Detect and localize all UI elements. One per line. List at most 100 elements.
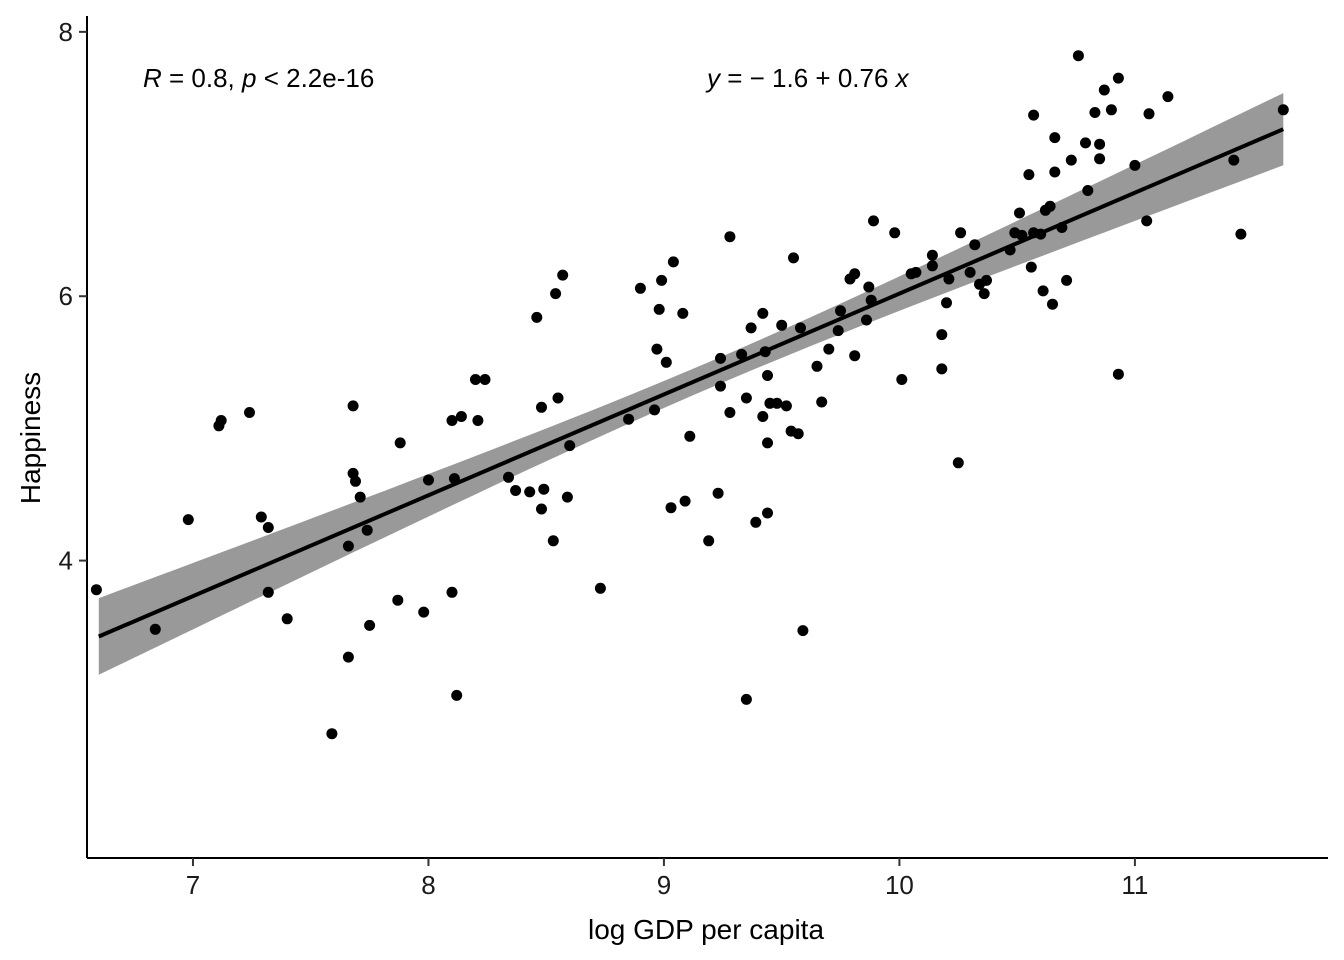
scatter-point bbox=[364, 619, 376, 631]
scatter-point bbox=[470, 374, 481, 385]
scatter-point bbox=[823, 343, 835, 355]
scatter-point bbox=[347, 400, 359, 412]
axes-layer: 7 8 9 10 11 4 6 8 bbox=[59, 16, 1328, 900]
scatter-point bbox=[660, 356, 672, 368]
scatter-point bbox=[1082, 185, 1094, 196]
scatter-point bbox=[354, 491, 366, 503]
scatter-point bbox=[215, 415, 227, 426]
scatter-point bbox=[394, 437, 406, 449]
scatter-point bbox=[244, 407, 255, 418]
scatter-point bbox=[446, 415, 458, 426]
scatter-point bbox=[149, 623, 161, 635]
scatter-point bbox=[656, 274, 668, 286]
scatter-point bbox=[955, 227, 967, 239]
scatter-point bbox=[703, 535, 715, 547]
regression-line bbox=[97, 127, 1285, 639]
scatter-point bbox=[889, 227, 901, 239]
scatter-point bbox=[969, 239, 981, 251]
scatter-point bbox=[448, 473, 460, 485]
scatter-point bbox=[762, 370, 773, 381]
scatter-point bbox=[1105, 104, 1117, 116]
scatter-point bbox=[561, 491, 573, 503]
equation-text: = − 1.6 + 0.76 bbox=[720, 63, 896, 93]
scatter-point bbox=[262, 586, 274, 598]
scatter-point bbox=[564, 440, 576, 452]
scatter-point bbox=[1004, 244, 1016, 256]
scatter-point bbox=[1025, 261, 1037, 273]
scatter-point bbox=[724, 407, 736, 418]
scatter-point bbox=[547, 535, 559, 547]
scatter-point bbox=[536, 503, 547, 515]
scatter-point bbox=[978, 288, 990, 300]
regression-line-layer bbox=[97, 127, 1285, 639]
scatter-point bbox=[811, 360, 823, 372]
p-symbol: p bbox=[241, 63, 256, 93]
scatter-point bbox=[750, 516, 762, 528]
scatter-point bbox=[1014, 207, 1025, 219]
scatter-point bbox=[90, 584, 102, 596]
scatter-point bbox=[538, 483, 550, 495]
x-tick-label: 7 bbox=[186, 870, 200, 900]
scatter-point bbox=[740, 693, 752, 705]
y-tick-label: 6 bbox=[59, 281, 73, 311]
scatter-point bbox=[651, 343, 663, 355]
scatter-point bbox=[1035, 228, 1047, 240]
scatter-point bbox=[1235, 228, 1247, 240]
scatter-point bbox=[361, 524, 373, 536]
scatter-point bbox=[1028, 109, 1040, 121]
scatter-point bbox=[446, 586, 458, 598]
scatter-point bbox=[182, 514, 194, 526]
scatter-point bbox=[634, 282, 646, 294]
scatter-point bbox=[759, 346, 771, 358]
scatter-point bbox=[679, 495, 691, 507]
scatter-point bbox=[1080, 137, 1091, 149]
scatter-point bbox=[451, 689, 463, 701]
scatter-point bbox=[342, 651, 354, 663]
scatter-point bbox=[865, 294, 877, 306]
scatter-point bbox=[776, 319, 788, 331]
scatter-point bbox=[392, 594, 404, 606]
scatter-point bbox=[684, 430, 696, 442]
scatter-point bbox=[1162, 91, 1174, 103]
scatter-point bbox=[816, 396, 828, 408]
scatter-point bbox=[757, 411, 769, 422]
scatter-point bbox=[715, 352, 726, 364]
scatter-point bbox=[418, 606, 430, 618]
scatter-point bbox=[926, 260, 938, 272]
scatter-point bbox=[849, 268, 861, 280]
scatter-point bbox=[952, 457, 964, 469]
x-axis-title: log GDP per capita bbox=[588, 914, 824, 945]
scatter-point bbox=[510, 485, 522, 496]
regression-equation: y = − 1.6 + 0.76 x bbox=[705, 63, 910, 93]
scatter-point bbox=[762, 507, 773, 519]
scatter-point bbox=[795, 322, 806, 334]
scatter-point bbox=[1094, 153, 1106, 165]
scatter-point bbox=[1089, 107, 1101, 118]
scatter-point bbox=[677, 307, 689, 319]
scatter-point bbox=[1049, 132, 1061, 144]
scatter-point bbox=[472, 415, 484, 426]
scatter-point bbox=[350, 475, 361, 487]
x-tick-label: 11 bbox=[1121, 870, 1148, 900]
scatter-point bbox=[981, 274, 992, 286]
y-tick-label: 4 bbox=[59, 546, 73, 576]
scatter-point bbox=[762, 437, 773, 449]
scatter-point bbox=[797, 625, 809, 637]
r-value-text: = 0.8, bbox=[162, 63, 242, 93]
scatter-point bbox=[524, 486, 536, 498]
scatter-point bbox=[262, 522, 274, 533]
scatter-point bbox=[780, 400, 792, 412]
scatter-point bbox=[771, 397, 783, 409]
scatter-point bbox=[342, 540, 354, 552]
scatter-point bbox=[1112, 368, 1124, 380]
scatter-point bbox=[835, 305, 846, 317]
scatter-point bbox=[1129, 159, 1141, 171]
scatter-point bbox=[1061, 274, 1073, 286]
scatter-point bbox=[896, 374, 908, 385]
x-symbol: x bbox=[894, 63, 910, 93]
scatter-point bbox=[792, 428, 804, 440]
scatter-point bbox=[649, 404, 660, 416]
scatter-point bbox=[849, 350, 861, 362]
scatter-point bbox=[1065, 154, 1077, 166]
